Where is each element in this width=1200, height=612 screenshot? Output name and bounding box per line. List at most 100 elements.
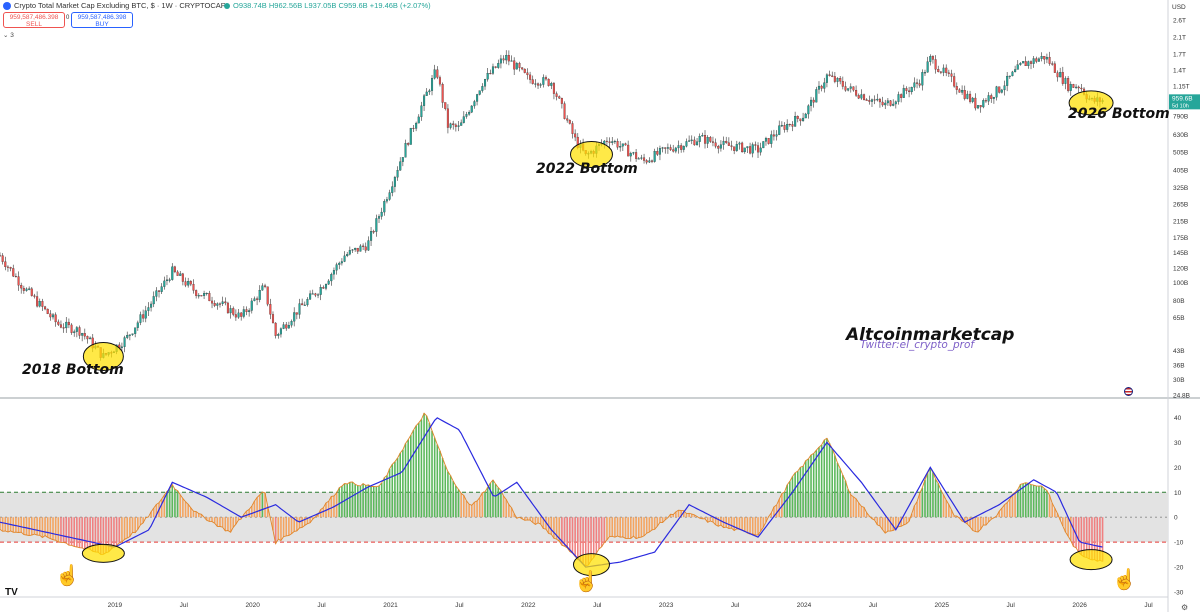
candle-body <box>860 94 863 99</box>
osc-bar <box>1048 495 1051 518</box>
osc-bar <box>783 492 786 518</box>
candle-body <box>947 72 950 74</box>
osc-bar <box>65 517 68 544</box>
osc-bar <box>404 443 407 518</box>
candle-body <box>523 68 526 73</box>
candle-body <box>1011 71 1014 77</box>
osc-bar <box>277 517 280 540</box>
candle-body <box>804 113 807 119</box>
candle-body <box>640 157 643 159</box>
candle-body <box>327 280 330 285</box>
osc-bar <box>849 494 852 518</box>
osc-bar <box>250 506 253 518</box>
osc-bar <box>823 439 826 518</box>
candle-body <box>865 99 868 101</box>
candle-body <box>635 152 638 159</box>
osc-bar <box>751 517 754 534</box>
osc-bar <box>54 517 57 541</box>
osc-bar <box>240 517 242 519</box>
candle-body <box>863 94 866 100</box>
candle-body <box>298 303 301 315</box>
price-tick-label: 24.8B <box>1173 393 1190 400</box>
osc-bar <box>857 502 860 518</box>
settings-gear-icon[interactable]: ⚙ <box>1181 603 1189 612</box>
osc-bar <box>89 517 91 550</box>
watermark-twitter: Twitter:el_crypto_prof <box>860 339 975 351</box>
osc-bar <box>237 517 240 521</box>
price-tick-label: 1.4T <box>1173 67 1186 74</box>
osc-bar <box>627 517 629 539</box>
chart-title[interactable]: Crypto Total Market Cap Excluding BTC, $… <box>14 1 226 10</box>
candle-body <box>295 312 298 315</box>
candle-body <box>653 151 656 162</box>
candle-body <box>311 293 314 295</box>
osc-bar <box>632 517 635 537</box>
osc-bar <box>741 517 743 531</box>
candle-body <box>645 160 648 163</box>
candle-body <box>282 324 285 329</box>
candle-body <box>563 103 566 119</box>
candle-body <box>515 63 518 70</box>
osc-bar <box>587 517 590 566</box>
price-tick-label: 2.1T <box>1173 35 1186 42</box>
candle-body <box>152 296 155 305</box>
osc-bar <box>375 486 378 518</box>
osc-bar <box>412 430 415 518</box>
osc-bar <box>661 517 664 523</box>
candle-body <box>1000 89 1003 93</box>
osc-bar <box>402 449 404 518</box>
osc-bar <box>508 504 510 518</box>
candle-body <box>608 141 611 143</box>
osc-bar <box>184 501 187 518</box>
osc-bar <box>1067 517 1069 537</box>
highlight-ellipse <box>81 543 125 563</box>
osc-bar <box>844 480 847 518</box>
osc-bar <box>110 517 113 550</box>
osc-bar <box>887 517 889 532</box>
osc-bar <box>303 517 306 526</box>
osc-bar <box>945 500 947 518</box>
candle-body <box>356 247 359 252</box>
time-tick-label: Jul <box>180 602 189 609</box>
osc-bar <box>1088 517 1091 559</box>
candle-body <box>1040 56 1043 59</box>
osc-bar <box>529 517 531 521</box>
osc-bar <box>1056 513 1059 518</box>
candle-body <box>669 147 672 150</box>
candle-body <box>269 304 272 315</box>
candle-body <box>245 309 248 313</box>
candle-body <box>995 86 998 98</box>
osc-bar <box>736 517 738 529</box>
symbol-logo-icon <box>3 2 11 10</box>
osc-bar <box>425 415 428 518</box>
candle-body <box>144 310 147 319</box>
candle-body <box>892 103 895 106</box>
price-tick-label: 215B <box>1173 218 1188 225</box>
candle-body <box>1069 84 1072 91</box>
candle-body <box>542 77 545 85</box>
candle-body <box>1045 56 1048 60</box>
candle-body <box>881 101 884 106</box>
sell-button[interactable]: 959,587,486.398 SELL <box>3 12 65 28</box>
candle-body <box>674 147 677 152</box>
candle-body <box>330 274 333 282</box>
candle-body <box>261 285 264 291</box>
osc-bar <box>921 487 924 518</box>
osc-bar <box>934 479 937 518</box>
candle-body <box>770 134 773 144</box>
candle-body <box>908 90 911 93</box>
us-flag-icon[interactable] <box>1124 387 1133 396</box>
osc-bar <box>513 513 515 518</box>
indicators-toggle[interactable]: ⌄ 3 <box>3 31 14 39</box>
candle-body <box>203 293 206 296</box>
candle-body <box>412 127 415 130</box>
candle-body <box>571 123 574 134</box>
osc-bar <box>465 500 468 518</box>
candle-body <box>142 314 145 319</box>
buy-button[interactable]: 959,587,486.398 BUY <box>71 12 133 28</box>
osc-bar <box>1030 484 1032 518</box>
candle-body <box>46 308 49 314</box>
candle-body <box>735 144 738 151</box>
candle-body <box>629 153 632 157</box>
time-tick-label: 2025 <box>935 602 950 609</box>
